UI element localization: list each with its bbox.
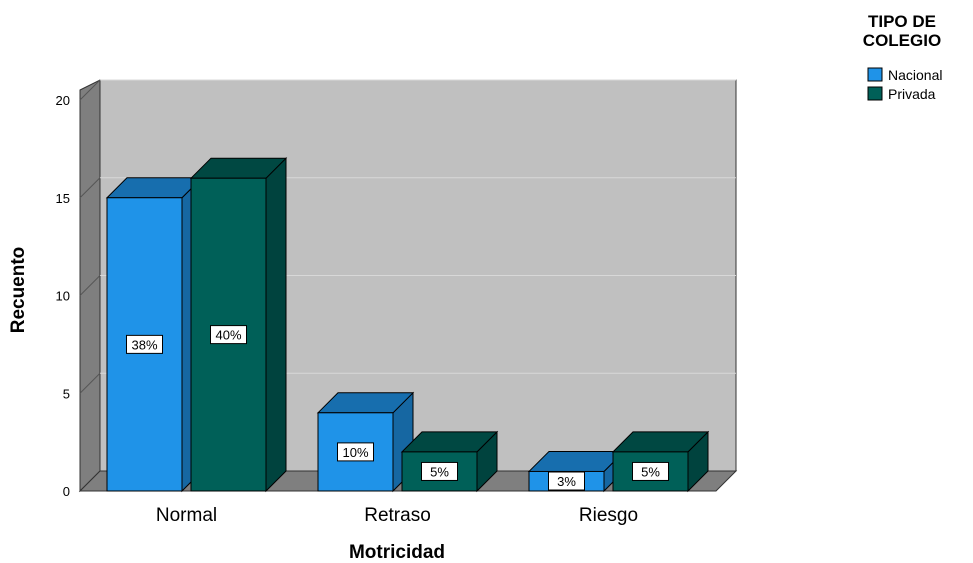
data-label: 3%	[548, 471, 585, 491]
bar-normal-privada	[189, 156, 288, 493]
legend-label: Privada	[888, 86, 936, 102]
legend-title-line: COLEGIO	[863, 31, 941, 50]
data-label: 5%	[421, 461, 458, 481]
y-tick-label: 20	[56, 93, 70, 108]
data-label-box	[421, 461, 458, 481]
data-label-box	[548, 471, 585, 491]
legend-item-nacional: Nacional	[867, 67, 942, 83]
legend-title: TIPO DE COLEGIO	[863, 12, 941, 50]
x-tick-label: Retraso	[364, 505, 431, 526]
y-tick-label: 0	[63, 484, 70, 499]
data-label-text: 5%	[430, 464, 449, 479]
data-label: 40%	[210, 325, 247, 345]
bar-riesgo-privada	[611, 430, 710, 493]
bar-retraso-nacional	[316, 391, 415, 493]
data-label-box	[632, 461, 669, 481]
data-labels: 38% 40% 10% 5% 3% 5%	[126, 325, 669, 491]
x-axis-ticks: Normal Retraso Riesgo	[156, 505, 638, 526]
y-tick-label: 5	[63, 386, 70, 401]
x-axis-title: Motricidad	[349, 542, 445, 563]
legend-label: Nacional	[888, 67, 942, 83]
y-tick-label: 10	[56, 289, 70, 304]
bar-side	[265, 156, 287, 493]
gridline-side	[79, 177, 101, 199]
legend-swatch	[867, 86, 883, 101]
bar-riesgo-nacional	[527, 450, 626, 493]
bar-retraso-privada	[400, 430, 499, 493]
y-axis-ticks: 0 5 10 15 20	[56, 93, 70, 499]
data-label: 5%	[632, 461, 669, 481]
gridline-side	[79, 275, 101, 296]
legend-swatch	[867, 67, 883, 82]
x-tick-label: Riesgo	[579, 505, 638, 526]
legend: TIPO DE COLEGIO Nacional Privada	[863, 12, 943, 102]
gridline-side	[79, 372, 101, 394]
data-label-text: 40%	[215, 328, 241, 343]
data-label-text: 3%	[557, 474, 576, 489]
data-label-box	[337, 442, 374, 462]
y-axis-title: Recuento	[8, 247, 29, 334]
data-label-text: 5%	[641, 464, 660, 479]
data-label: 38%	[126, 334, 163, 354]
legend-title-line: TIPO DE	[868, 12, 936, 31]
y-tick-label: 15	[56, 191, 70, 206]
gridline-side	[79, 79, 101, 101]
data-label-text: 38%	[131, 337, 157, 352]
data-label: 10%	[337, 442, 374, 462]
data-label-text: 10%	[342, 445, 368, 460]
data-label-box	[210, 325, 247, 345]
legend-item-privada: Privada	[867, 86, 936, 102]
data-label-box	[126, 334, 163, 354]
bar-normal-nacional	[105, 176, 204, 493]
x-tick-label: Normal	[156, 505, 217, 526]
